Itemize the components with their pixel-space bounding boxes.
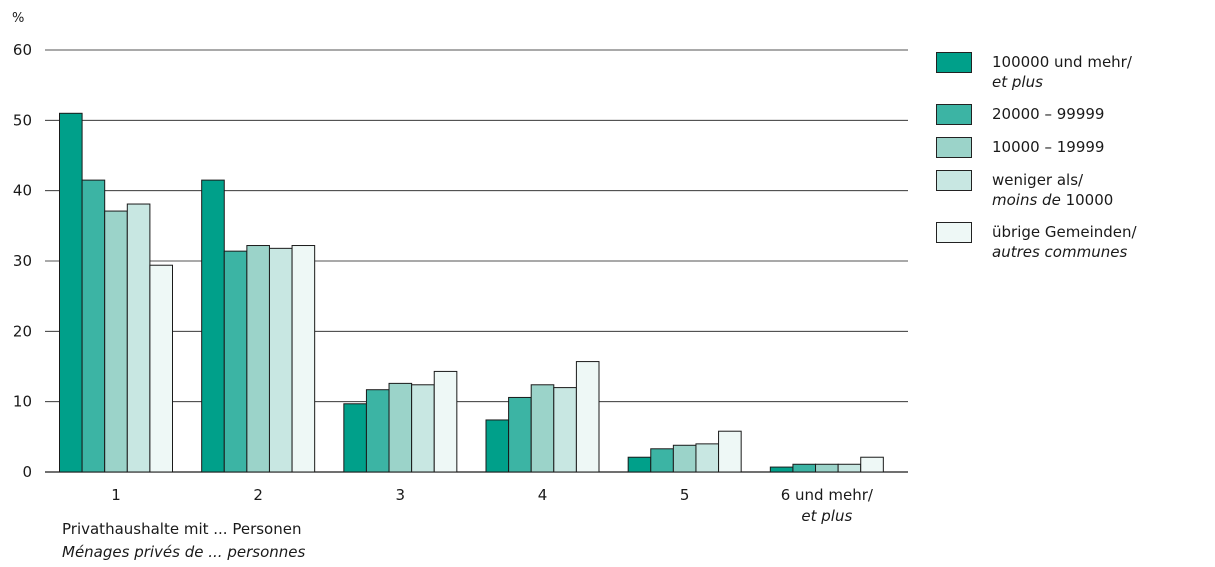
y-unit-label: % [12, 11, 24, 26]
legend-label: übrige Gemeinden/autres communes [992, 222, 1137, 262]
bar [246, 245, 270, 473]
legend-swatch [936, 137, 972, 158]
bar [291, 245, 316, 473]
legend-label-line1: 10000 – 19999 [992, 138, 1105, 156]
x-tick-label: 3 [396, 486, 406, 504]
legend-item: 100000 und mehr/et plus [936, 52, 1211, 92]
bar [343, 403, 367, 473]
legend-item: weniger als/moins de 10000 [936, 170, 1211, 210]
legend-label: 20000 – 99999 [992, 104, 1104, 124]
legend-label-line1: 100000 und mehr/ [992, 53, 1132, 71]
y-tick-label: 0 [22, 463, 32, 481]
bar [411, 384, 435, 473]
y-tick-label: 50 [13, 111, 32, 129]
legend-label: 100000 und mehr/et plus [992, 52, 1132, 92]
legend-label-line1: weniger als/ [992, 171, 1084, 189]
y-tick-label: 10 [13, 393, 32, 411]
bar [433, 370, 458, 473]
x-tick-label: 2 [253, 486, 263, 504]
bar [837, 463, 862, 473]
bar [769, 466, 794, 473]
y-tick-label: 20 [13, 322, 32, 340]
bar [485, 419, 510, 473]
bar [575, 361, 600, 473]
bar [627, 456, 652, 473]
bar [59, 112, 83, 473]
bar [792, 463, 817, 473]
legend-label-line2: moins de 10000 [992, 191, 1114, 209]
bar [718, 430, 742, 473]
x-axis-title-line1: Privathaushalte mit ... Personen [62, 520, 301, 538]
y-tick-label: 30 [13, 252, 32, 270]
bar [126, 203, 151, 473]
legend: 100000 und mehr/et plus 20000 – 99999 1000… [936, 52, 1211, 274]
y-tick-label: 60 [13, 41, 32, 59]
bars [59, 112, 884, 473]
x-axis-title-line2: Ménages privés de ... personnes [62, 543, 305, 561]
gridlines [45, 49, 908, 473]
bar [268, 247, 293, 473]
legend-item: übrige Gemeinden/autres communes [936, 222, 1211, 262]
bar [650, 448, 674, 473]
bar [104, 210, 128, 473]
legend-label-line1: 20000 – 99999 [992, 105, 1105, 123]
legend-swatch [936, 170, 972, 191]
x-tick-label: 5 [680, 486, 690, 504]
bar [530, 384, 555, 473]
bar [365, 389, 390, 473]
legend-swatch [936, 222, 972, 243]
x-tick-label: 1 [111, 486, 121, 504]
bar [672, 444, 697, 473]
legend-label-line2: et plus [992, 73, 1043, 91]
bar [81, 179, 106, 473]
bar [860, 456, 884, 473]
bar [201, 179, 225, 473]
x-axis-ticks: 1 2 3 4 5 6 und mehr/et plus [111, 486, 874, 525]
legend-label: 10000 – 19999 [992, 137, 1104, 157]
legend-label-line2: autres communes [992, 243, 1128, 261]
bar [815, 463, 839, 473]
legend-swatch [936, 52, 972, 73]
legend-swatch [936, 104, 972, 125]
bar [149, 264, 173, 473]
bar [388, 382, 413, 473]
legend-item: 10000 – 19999 [936, 137, 1211, 158]
bar [508, 396, 532, 473]
bar [695, 443, 720, 473]
x-tick-label: 6 und mehr/ [781, 486, 874, 504]
x-tick-label: 4 [538, 486, 548, 504]
y-tick-label: 40 [13, 182, 32, 200]
x-tick-label-line2: et plus [801, 507, 852, 525]
legend-label-line1: übrige Gemeinden/ [992, 223, 1137, 241]
y-axis-ticks: 0 10 20 30 40 50 60 [13, 41, 32, 481]
bar [553, 387, 577, 473]
bar [223, 250, 248, 473]
legend-item: 20000 – 99999 [936, 104, 1211, 125]
legend-label: weniger als/moins de 10000 [992, 170, 1113, 210]
